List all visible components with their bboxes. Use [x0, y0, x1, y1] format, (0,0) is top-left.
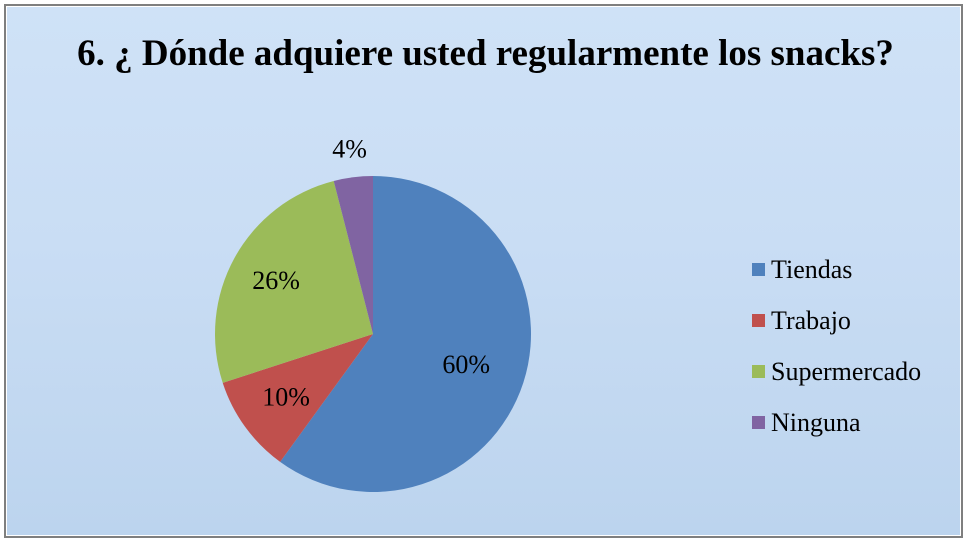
slice-label-ninguna: 4% — [332, 135, 367, 164]
slice-label-trabajo: 10% — [262, 383, 310, 412]
legend-item-tiendas: Tiendas — [752, 244, 921, 295]
legend-label-ninguna: Ninguna — [771, 407, 861, 437]
chart-title: 6. ¿ Dónde adquiere usted regularmente l… — [77, 33, 894, 74]
pie-slices — [214, 176, 532, 492]
legend-item-ninguna: Ninguna — [752, 397, 921, 448]
slice-label-supermercado: 26% — [252, 266, 300, 295]
legend-label-trabajo: Trabajo — [771, 305, 851, 335]
pie-slice-labels: 60% 10% 26% 4% — [252, 135, 490, 412]
legend-swatch-ninguna — [752, 416, 765, 429]
pie-slice-ninguna — [333, 176, 373, 334]
legend-swatch-supermercado — [752, 365, 765, 378]
legend-label-supermercado: Supermercado — [771, 356, 922, 386]
legend-swatch-tiendas — [752, 263, 765, 276]
pie-slice-supermercado — [214, 180, 373, 383]
legend-swatch-trabajo — [752, 314, 765, 327]
pie-slice-tiendas — [280, 176, 532, 492]
legend-label-tiendas: Tiendas — [771, 254, 853, 284]
legend-item-trabajo: Trabajo — [752, 295, 921, 346]
slice-label-tiendas: 60% — [442, 350, 490, 379]
pie-slice-trabajo — [222, 334, 373, 462]
legend: Tiendas Trabajo Supermercado Ninguna — [752, 244, 921, 448]
pie-chart: 60% 10% 26% 4% — [214, 135, 532, 492]
chart-area: 6. ¿ Dónde adquiere usted regularmente l… — [4, 4, 963, 538]
legend-item-supermercado: Supermercado — [752, 346, 921, 397]
